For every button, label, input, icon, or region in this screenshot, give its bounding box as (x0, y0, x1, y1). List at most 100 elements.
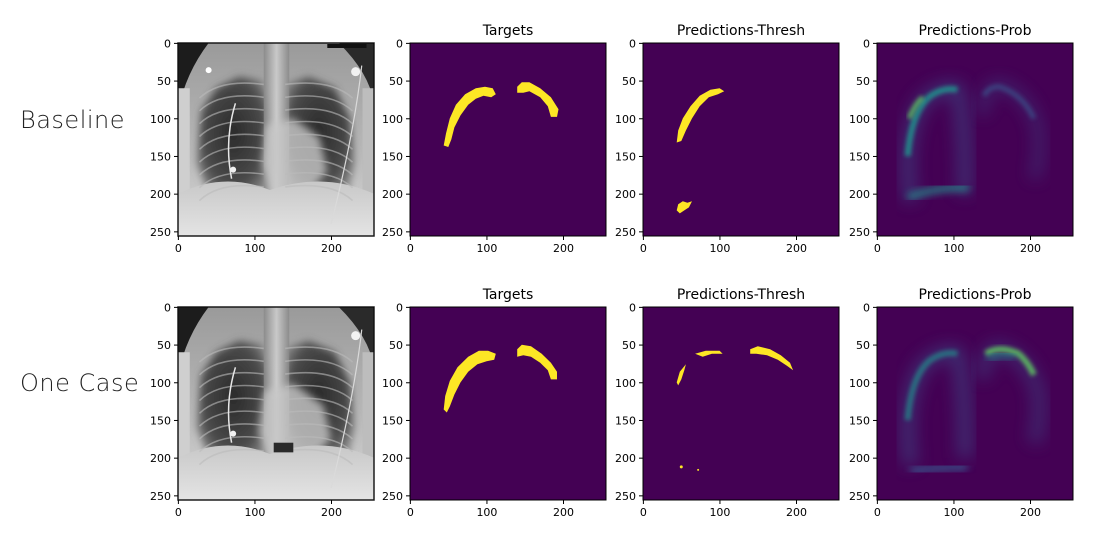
panel-xray: 0 50 100 150 200 250 0 100 200 (150, 37, 375, 255)
xray-rib (198, 171, 264, 189)
xray-abdomen (178, 445, 374, 500)
xray-rib (198, 397, 264, 414)
y-tick-label: 200 (150, 188, 171, 201)
y-tick-label: 100 (382, 377, 403, 390)
xray-marker (230, 430, 237, 437)
xray-rib (285, 346, 354, 363)
x-tick-label: 0 (874, 506, 881, 519)
xray-rib (198, 423, 264, 440)
xray-rib (198, 95, 264, 112)
xray-rib (285, 95, 354, 112)
y-tick-label: 250 (615, 226, 636, 239)
xray-rib (198, 184, 264, 202)
xray-rib (198, 82, 264, 99)
xray-rib (285, 146, 354, 163)
xray-corner (178, 43, 209, 111)
x-tick-label: 200 (786, 506, 807, 519)
x-tick-label: 200 (1020, 242, 1041, 255)
xray-rib (285, 159, 354, 176)
xray-arm (178, 88, 190, 224)
row-label-one-case: One Case (20, 369, 140, 397)
y-tick-label: 50 (856, 75, 870, 88)
y-tick-label: 0 (629, 301, 636, 314)
xray-rib (285, 384, 354, 402)
y-tick-label: 250 (150, 490, 171, 503)
y-tick-label: 0 (863, 301, 870, 314)
axes-frame (177, 42, 375, 237)
y-tick-label: 0 (629, 37, 636, 50)
xray-heart (262, 118, 328, 194)
y-tick-label: 150 (382, 150, 403, 163)
y-tick-label: 50 (622, 339, 636, 352)
panel-title: Targets (482, 23, 534, 39)
y-tick-label: 200 (382, 188, 403, 201)
xray-rib (198, 448, 264, 466)
panel-thresh: Predictions-Thresh 0 50 100 150 200 250 0 100 200 (615, 23, 840, 255)
thresh-mask-left (750, 346, 794, 371)
xray-rib (198, 107, 264, 125)
xray-wire (330, 65, 363, 225)
mask-background (410, 43, 606, 236)
xray-heart (258, 383, 332, 462)
xray-rib (198, 384, 264, 402)
xray-arm (362, 352, 375, 488)
prob-heatmap (900, 341, 1047, 476)
xray-rib (198, 346, 264, 363)
xray-rib (285, 423, 354, 440)
x-tick-label: 0 (640, 506, 647, 519)
xray-rib (198, 120, 264, 138)
xray-rib (285, 448, 354, 466)
axes-frame (642, 42, 840, 237)
y-tick-label: 200 (849, 452, 870, 465)
target-mask-right (443, 86, 496, 147)
thresh-mask-blob (676, 201, 692, 214)
y-tick-label: 150 (382, 414, 403, 427)
y-tick-label: 50 (389, 339, 403, 352)
y-tick-label: 150 (615, 150, 636, 163)
y-tick-label: 200 (382, 452, 403, 465)
x-tick-label: 100 (244, 242, 265, 255)
x-tick-label: 200 (1020, 506, 1041, 519)
x-tick-label: 100 (709, 242, 730, 255)
y-tick-label: 150 (849, 414, 870, 427)
x-tick-label: 200 (553, 242, 574, 255)
y-tick-label: 100 (849, 113, 870, 126)
y-tick-label: 0 (164, 301, 171, 314)
panel-title: Predictions-Thresh (677, 287, 805, 303)
y-tick-label: 0 (164, 37, 171, 50)
panel-prob: Predictions-Prob 0 50 100 150 200 250 0 100 200 (849, 287, 1074, 519)
y-tick-label: 200 (615, 452, 636, 465)
x-tick-label: 0 (175, 242, 182, 255)
axes-frame (876, 42, 1074, 237)
x-tick-label: 100 (476, 506, 497, 519)
y-tick-label: 100 (615, 377, 636, 390)
thresh-mask-right-lower (676, 364, 686, 386)
panel-title: Targets (482, 287, 534, 303)
y-tick-label: 200 (849, 188, 870, 201)
x-tick-label: 200 (321, 506, 342, 519)
x-tick-label: 200 (553, 506, 574, 519)
x-tick-label: 0 (640, 242, 647, 255)
y-tick-label: 50 (157, 75, 171, 88)
y-tick-label: 100 (382, 113, 403, 126)
y-tick-label: 0 (396, 37, 403, 50)
y-tick-label: 100 (150, 377, 171, 390)
xray-wire (330, 329, 363, 489)
y-tick-label: 0 (396, 301, 403, 314)
target-mask-left (517, 344, 557, 380)
y-tick-label: 150 (615, 414, 636, 427)
panel-title: Predictions-Prob (919, 23, 1032, 39)
xray-label-bar (327, 44, 367, 48)
y-tick-label: 150 (150, 150, 171, 163)
mask-background (643, 43, 839, 236)
xray-rib (285, 435, 354, 453)
x-tick-label: 100 (709, 506, 730, 519)
x-tick-label: 200 (786, 242, 807, 255)
axes-frame (409, 306, 607, 501)
xray-marker (351, 331, 361, 341)
prob-heatmap (900, 79, 1045, 203)
panel-target: Targets 0 50 100 150 200 250 0 100 200 (382, 287, 607, 519)
y-tick-label: 150 (849, 150, 870, 163)
xray-marker (351, 67, 361, 77)
